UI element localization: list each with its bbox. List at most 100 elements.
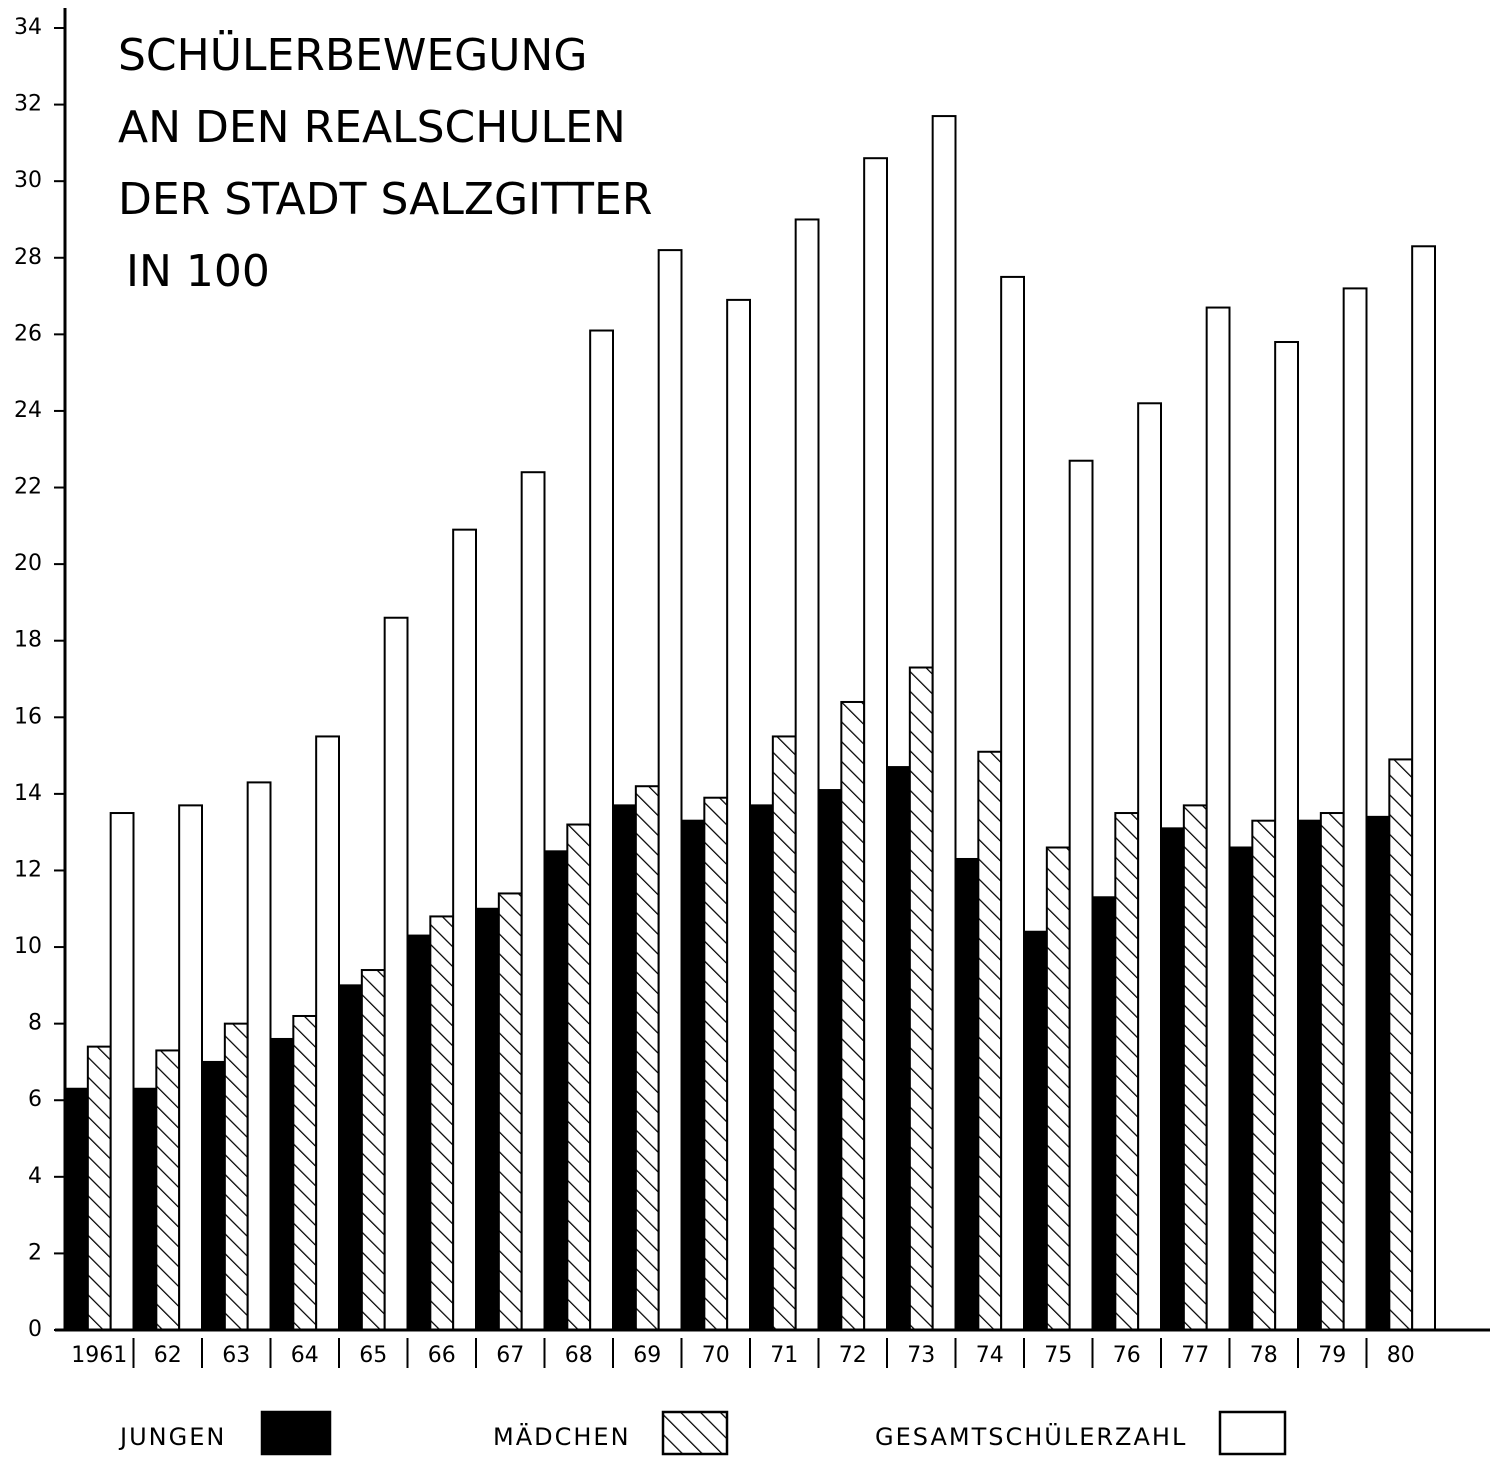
- y-tick-label: 10: [14, 934, 42, 959]
- y-tick-label: 22: [14, 475, 42, 500]
- y-tick-label: 0: [28, 1317, 42, 1342]
- bar: [794, 218, 820, 1331]
- bar: [1388, 758, 1414, 1331]
- y-tick-label: 34: [14, 15, 42, 40]
- bar: [954, 857, 980, 1331]
- bar: [703, 796, 729, 1331]
- bar: [1274, 341, 1299, 1331]
- legend-label: JUNGEN: [118, 1423, 226, 1451]
- bar: [1137, 402, 1162, 1331]
- bar: [132, 1087, 158, 1332]
- bar: [109, 812, 135, 1331]
- bar: [383, 616, 409, 1331]
- bar: [726, 298, 752, 1332]
- bar: [771, 735, 797, 1331]
- bar: [360, 969, 386, 1331]
- y-tick-label: 20: [14, 551, 42, 576]
- bar: [64, 1087, 89, 1332]
- bar: [634, 785, 660, 1331]
- y-tick-label: 16: [14, 704, 42, 729]
- bar: [269, 1037, 295, 1332]
- bar: [931, 115, 957, 1332]
- bar: [201, 1060, 226, 1331]
- bar: [840, 700, 866, 1331]
- bar: [338, 984, 363, 1332]
- bar: [1182, 804, 1208, 1331]
- bar: [223, 1022, 249, 1331]
- x-tick-label: 69: [633, 1343, 661, 1368]
- bar: [1068, 459, 1094, 1332]
- x-tick-label: 72: [839, 1343, 867, 1368]
- x-tick-label: 80: [1387, 1343, 1415, 1368]
- y-tick-label: 8: [28, 1011, 42, 1036]
- bar: [178, 804, 204, 1331]
- bar: [155, 1049, 181, 1331]
- bar: [1160, 827, 1185, 1331]
- bar: [1114, 812, 1140, 1331]
- legend-label: MÄDCHEN: [493, 1422, 631, 1451]
- bar: [612, 804, 637, 1331]
- bar: [1000, 275, 1026, 1332]
- y-tick-label: 18: [14, 628, 42, 653]
- bar: [749, 804, 774, 1331]
- y-tick-label: 30: [14, 168, 42, 193]
- x-tick-label: 67: [496, 1343, 524, 1368]
- y-tick-label: 4: [28, 1164, 42, 1189]
- bar: [406, 934, 432, 1332]
- bar: [908, 666, 934, 1331]
- bar: [977, 750, 1003, 1331]
- x-tick-label: 1961: [71, 1343, 127, 1368]
- y-tick-label: 32: [14, 92, 42, 117]
- bar: [1091, 896, 1117, 1332]
- legend-label: GESAMTSCHÜLERZAHL: [875, 1422, 1187, 1451]
- y-tick-label: 28: [14, 245, 42, 270]
- bar: [1365, 815, 1391, 1331]
- bars: [64, 115, 1436, 1332]
- bar: [886, 766, 911, 1331]
- y-tick-label: 6: [28, 1087, 42, 1112]
- bar: [657, 249, 683, 1332]
- y-tick-label: 24: [14, 398, 42, 423]
- bar: [497, 892, 523, 1332]
- x-tick-label: 77: [1181, 1343, 1209, 1368]
- chart-title: DER STADT SALZGITTER: [118, 174, 652, 225]
- x-tick-label: 75: [1044, 1343, 1072, 1368]
- bar: [1023, 930, 1048, 1331]
- y-tick-label: 2: [28, 1240, 42, 1265]
- bar: [817, 789, 843, 1331]
- bar: [863, 157, 889, 1332]
- bar: [1342, 287, 1368, 1331]
- bar: [1297, 819, 1322, 1331]
- bar: [315, 735, 340, 1331]
- bar: [1319, 812, 1345, 1331]
- legend-swatch: [1218, 1410, 1287, 1456]
- legend-swatch: [260, 1410, 332, 1456]
- x-tick-label: 64: [291, 1343, 319, 1368]
- x-tick-label: 73: [907, 1343, 935, 1368]
- chart-title: SCHÜLERBEWEGUNG: [118, 29, 587, 81]
- bar: [543, 850, 569, 1332]
- legend-swatch: [661, 1410, 729, 1456]
- bar: [566, 823, 592, 1331]
- x-tick-label: 76: [1113, 1343, 1141, 1368]
- bar: [452, 528, 477, 1331]
- bar: [1251, 819, 1277, 1331]
- bar: [429, 915, 455, 1331]
- bar: [680, 819, 706, 1331]
- x-tick-label: 65: [359, 1343, 387, 1368]
- bar: [475, 907, 500, 1331]
- bar: [1205, 306, 1231, 1331]
- x-tick-label: 70: [702, 1343, 730, 1368]
- bar: [292, 1014, 318, 1331]
- chart-title: AN DEN REALSCHULEN: [118, 102, 626, 153]
- x-tick-label: 68: [565, 1343, 593, 1368]
- bar: [520, 471, 546, 1331]
- bar: [589, 329, 615, 1331]
- y-tick-label: 26: [14, 321, 42, 346]
- x-tick-label: 78: [1250, 1343, 1278, 1368]
- x-tick-label: 74: [976, 1343, 1004, 1368]
- x-tick-label: 71: [770, 1343, 798, 1368]
- x-tick-label: 63: [222, 1343, 250, 1368]
- y-tick-label: 14: [14, 781, 42, 806]
- bar: [1411, 245, 1436, 1331]
